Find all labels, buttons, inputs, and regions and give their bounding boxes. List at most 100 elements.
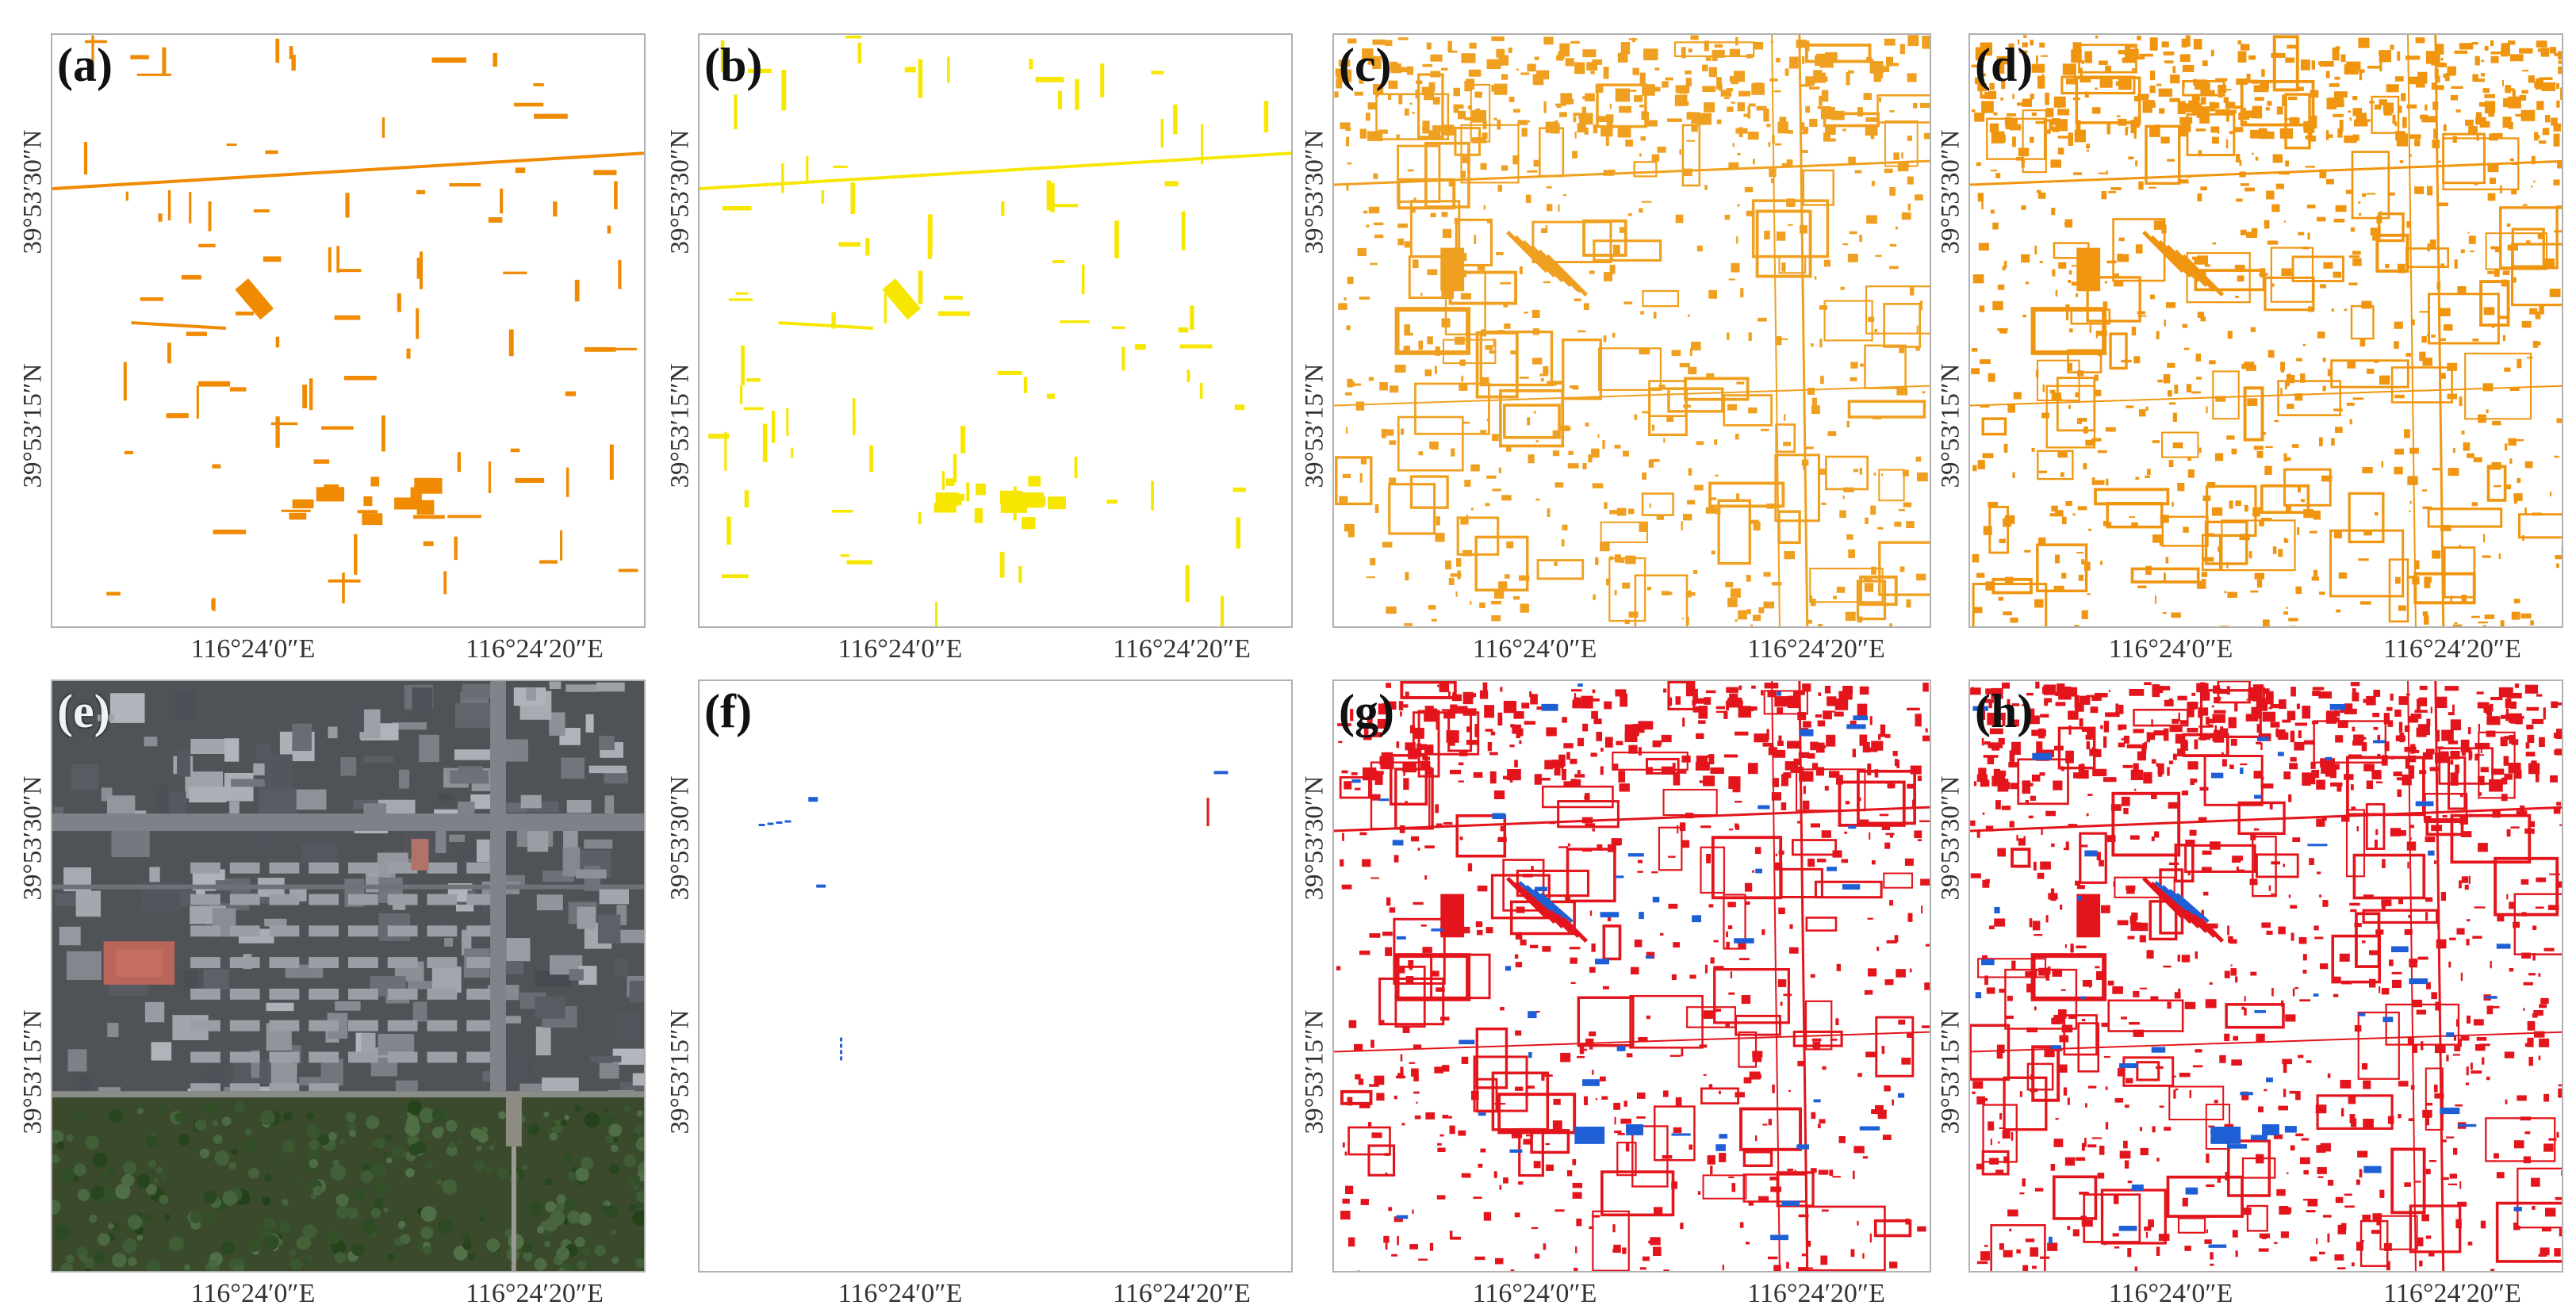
residential-block — [190, 894, 220, 905]
building — [399, 770, 409, 789]
change-pixel — [2474, 183, 2478, 185]
change-pixel — [1379, 382, 1388, 390]
change-pixel — [1921, 905, 1922, 913]
change-pixel — [1642, 411, 1649, 414]
change-pixel — [1860, 687, 1869, 695]
change-pixel — [1782, 163, 1792, 168]
change-pixel — [2016, 835, 2018, 841]
change-pixel — [2507, 224, 2511, 227]
change-pixel — [2431, 335, 2436, 338]
change-pixel — [2481, 60, 2484, 63]
change-pixel — [2056, 119, 2068, 131]
change-pixel-blue — [2209, 1245, 2227, 1248]
map-frame — [1332, 679, 1931, 1273]
change-pixel — [1662, 81, 1668, 87]
change-patch — [1264, 101, 1269, 132]
change-pixel — [1369, 377, 1374, 381]
change-pixel — [2110, 187, 2122, 190]
change-pixel — [2146, 407, 2149, 411]
change-patch-blue — [784, 821, 791, 823]
change-pixel — [1905, 859, 1914, 866]
change-pixel — [2252, 132, 2256, 136]
change-pixel — [1749, 332, 1752, 341]
change-pixel — [1691, 124, 1697, 132]
change-pixel — [2230, 968, 2237, 975]
change-pixel — [1689, 974, 1696, 978]
change-pixel — [2096, 331, 2098, 339]
change-pixel — [2398, 264, 2405, 274]
change-pixel-blue — [2514, 1207, 2522, 1211]
change-pixel — [1914, 830, 1922, 838]
change-pixel — [2390, 694, 2394, 701]
change-pixel — [2327, 98, 2337, 109]
change-pixel — [1846, 72, 1850, 85]
residential-block — [270, 1051, 300, 1062]
change-pixel — [1761, 929, 1765, 935]
change-pixel — [1455, 337, 1465, 345]
change-pixel — [2451, 595, 2452, 603]
change-pixel — [1805, 40, 1809, 51]
change-pixel — [1899, 509, 1905, 511]
change-pixel-blue — [2119, 1226, 2137, 1231]
change-pixel — [1516, 932, 1523, 940]
change-pixel — [1361, 1199, 1369, 1205]
change-pixel — [2322, 386, 2325, 392]
change-pixel — [2262, 1235, 2267, 1239]
change-patch — [565, 392, 576, 396]
change-pixel-blue — [2080, 997, 2086, 1000]
change-pixel — [2409, 134, 2421, 139]
change-pixel-blue — [2307, 844, 2327, 846]
change-pixel — [1874, 329, 1877, 332]
change-pixel — [2486, 1077, 2490, 1080]
change-pixel — [2156, 84, 2161, 86]
building — [413, 1002, 427, 1022]
residential-block — [427, 863, 457, 874]
change-patch — [841, 554, 849, 557]
map-frame — [698, 33, 1293, 628]
change-pixel — [1535, 774, 1542, 785]
change-pixel — [2352, 397, 2363, 400]
change-pixel — [1412, 207, 1416, 213]
change-pixel — [2071, 49, 2082, 63]
change-pixel — [1842, 243, 1848, 245]
change-pixel — [1727, 598, 1738, 607]
change-pixel — [1400, 825, 1405, 833]
change-pixel — [1666, 78, 1673, 81]
change-pixel — [1789, 924, 1792, 929]
change-pixel — [2079, 1192, 2089, 1195]
change-pixel — [1516, 962, 1522, 967]
change-pixel — [1646, 1016, 1650, 1019]
change-pixel — [1984, 975, 1988, 985]
change-pixel — [1640, 1267, 1646, 1269]
change-pixel — [2263, 619, 2270, 626]
change-pixel — [1394, 1096, 1397, 1099]
change-pixel — [1615, 554, 1621, 562]
building — [527, 828, 548, 852]
change-pixel — [1812, 398, 1817, 407]
change-pixel — [2186, 175, 2191, 178]
change-pixel — [1673, 942, 1680, 947]
change-pixel — [1799, 752, 1810, 758]
change-pixel — [2030, 796, 2036, 801]
change-pixel — [2007, 113, 2016, 117]
change-pixel — [1819, 305, 1827, 310]
change-pixel — [1719, 1091, 1721, 1094]
change-pixel — [2465, 885, 2469, 890]
change-pixel — [1613, 1245, 1620, 1252]
change-pixel — [1604, 702, 1612, 710]
building — [550, 681, 562, 689]
change-pixel — [2293, 117, 2300, 124]
change-pixel — [2406, 221, 2409, 228]
change-pixel — [2145, 476, 2149, 478]
change-pixel — [1776, 58, 1781, 63]
change-pixel — [1547, 186, 1552, 189]
change-patch — [1052, 260, 1064, 263]
change-pixel — [1441, 68, 1447, 71]
change-pixel — [1589, 270, 1595, 274]
change-pixel — [2554, 733, 2562, 738]
change-pixel — [1424, 744, 1433, 754]
change-pixel — [1363, 767, 1376, 780]
change-pixel — [1443, 822, 1452, 825]
change-pixel — [1700, 780, 1704, 783]
change-pixel — [1999, 1127, 2003, 1129]
